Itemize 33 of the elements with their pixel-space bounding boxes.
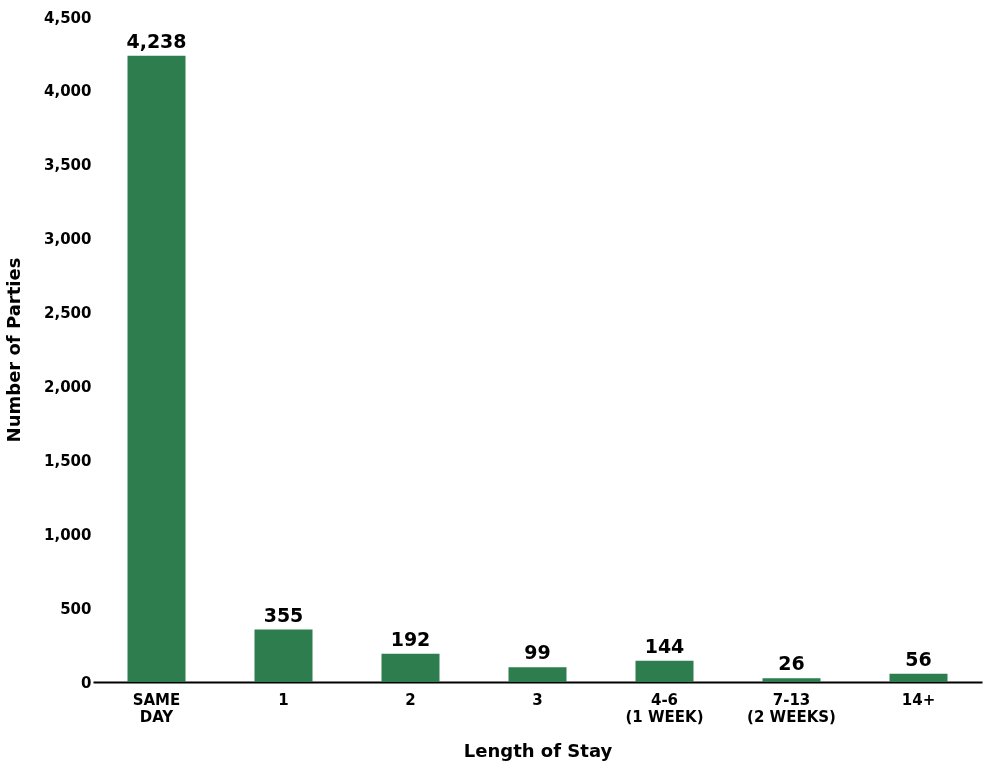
bar	[127, 55, 186, 682]
x-axis-title: Length of Stay	[463, 739, 613, 761]
y-tick-label: 2,000	[44, 377, 92, 396]
data-label: 99	[524, 641, 551, 664]
y-tick-label: 3,000	[44, 230, 92, 249]
y-tick-label: 4,500	[44, 8, 92, 27]
y-tick-label: 0	[81, 673, 92, 692]
data-label: 355	[263, 603, 304, 626]
x-tick-label: 3	[532, 690, 543, 709]
x-tick-label: 7-13 (2 WEEKS)	[747, 690, 836, 726]
data-label: 4,238	[126, 29, 187, 52]
y-tick-label: 1,500	[44, 451, 92, 470]
bar	[508, 667, 567, 682]
y-tick-label: 4,000	[44, 82, 92, 101]
bar	[381, 653, 440, 682]
x-tick-label: 4-6 (1 WEEK)	[625, 690, 704, 726]
data-label: 144	[644, 634, 685, 657]
y-tick-label: 500	[60, 599, 92, 618]
x-tick-label: 14+	[901, 690, 936, 709]
x-tick-label: 2	[405, 690, 416, 709]
y-tick-label: 1,000	[44, 525, 92, 544]
data-label: 26	[778, 652, 805, 675]
bar	[635, 660, 694, 682]
x-tick-label: SAME DAY	[132, 690, 181, 726]
bar	[254, 629, 313, 682]
y-tick-label: 3,500	[44, 156, 92, 175]
bar	[762, 678, 821, 682]
x-tick-label: 1	[278, 690, 289, 709]
bar	[889, 673, 948, 682]
y-axis-title: Number of Parties	[3, 257, 25, 443]
data-label: 56	[905, 647, 932, 670]
y-tick-label: 2,500	[44, 304, 92, 323]
data-label: 192	[390, 627, 431, 650]
